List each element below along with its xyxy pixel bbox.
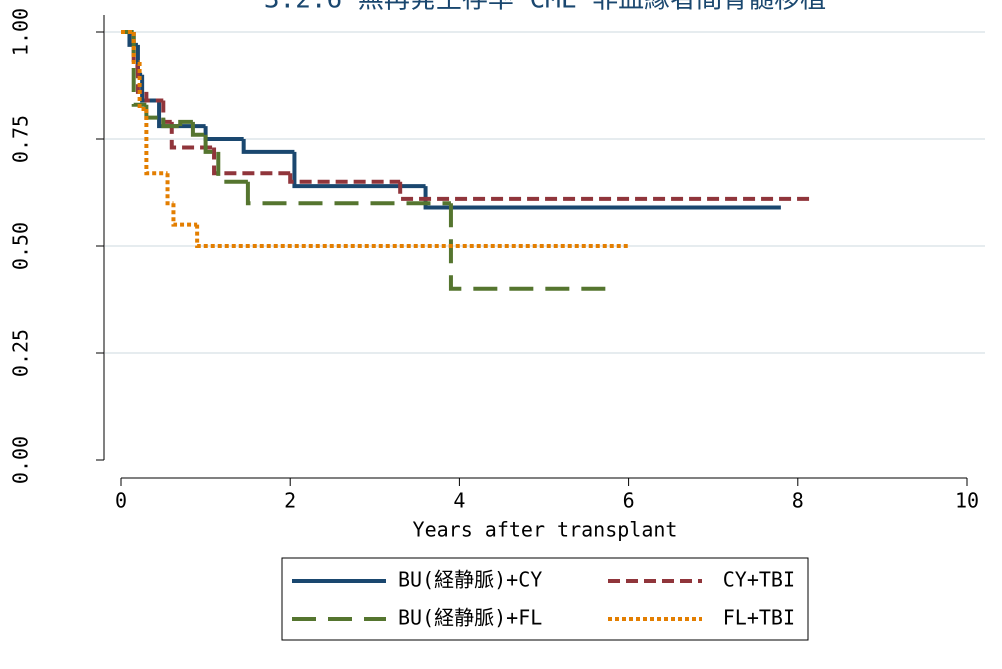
survival-step — [171, 203, 198, 227]
legend-label: CY+TBI — [723, 568, 795, 592]
survival-step — [398, 181, 815, 201]
x-tick-label: 0 — [115, 489, 127, 513]
x-tick-label: 6 — [623, 489, 635, 513]
legend-box — [281, 557, 809, 641]
y-tick-label: 0.25 — [9, 329, 33, 377]
survival-step — [288, 173, 401, 184]
survival-step — [241, 139, 295, 154]
legend-label: BU(経静脈)+CY — [398, 568, 542, 592]
y-tick-label: 0.50 — [9, 222, 33, 270]
survival-step — [169, 121, 215, 150]
survival-step — [144, 109, 168, 176]
y-tick-label: 0.75 — [9, 115, 33, 163]
survival-step — [203, 126, 244, 141]
y-tick-label: 0.00 — [9, 436, 33, 484]
x-tick-label: 8 — [792, 489, 804, 513]
survival-step — [216, 151, 248, 184]
survival-step — [131, 32, 147, 107]
survival-step — [212, 147, 291, 176]
survival-step — [195, 224, 629, 248]
survival-step — [144, 91, 164, 103]
survival-step — [131, 32, 140, 64]
survival-step — [165, 173, 174, 206]
survival-step — [203, 134, 219, 154]
survival-step — [157, 100, 206, 129]
survival-step — [178, 119, 193, 127]
survival-step — [448, 203, 612, 291]
survival-step — [245, 181, 451, 206]
x-axis-label: Years after transplant — [413, 518, 678, 542]
survival-step — [140, 74, 160, 103]
survival-step — [190, 121, 206, 137]
survival-step — [161, 117, 181, 129]
survival-step — [292, 151, 426, 189]
legend-label: FL+TBI — [723, 606, 795, 630]
x-tick-label: 2 — [284, 489, 296, 513]
legend-label: BU(経静脈)+FL — [398, 606, 542, 630]
x-tick-label: 4 — [453, 489, 465, 513]
y-tick-label: 1.00 — [9, 8, 33, 56]
survival-step — [137, 61, 147, 112]
survival-step — [423, 186, 781, 210]
x-tick-label: 10 — [955, 489, 979, 513]
chart-title: 3.2.6 無再発生存率 CML 非血縁者間骨髄移植 — [264, 0, 826, 15]
